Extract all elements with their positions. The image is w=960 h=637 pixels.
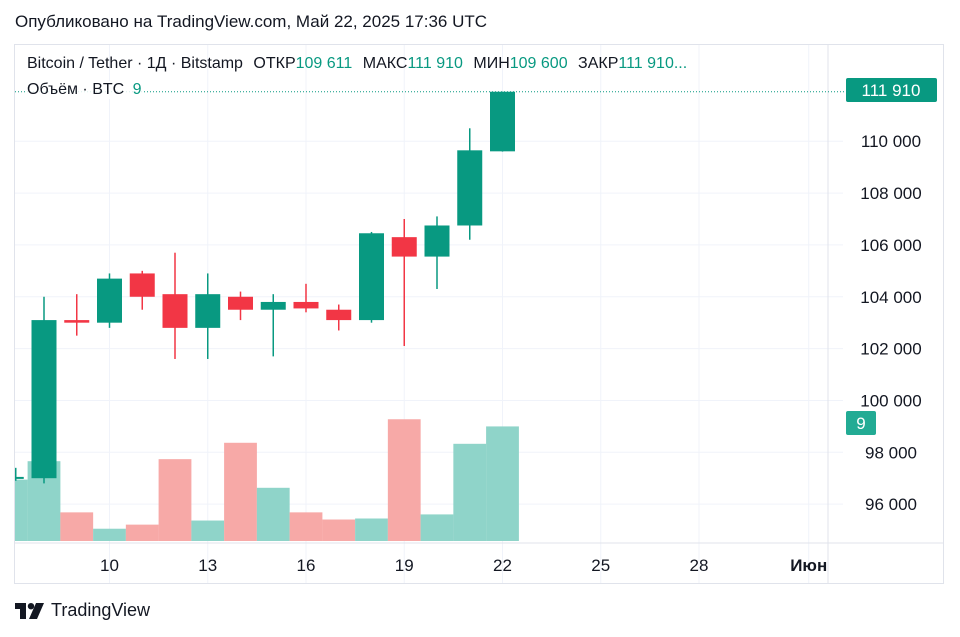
volume-bar xyxy=(125,524,159,541)
candle-body xyxy=(359,233,384,321)
volume-bar xyxy=(387,419,421,541)
candle xyxy=(15,467,24,481)
x-tick-label: 22 xyxy=(493,556,512,575)
open-label: ОТКР xyxy=(253,55,296,72)
price-badge: 111 910 xyxy=(846,78,937,102)
candle xyxy=(260,294,286,357)
candle xyxy=(228,291,253,321)
price-badge-text: 111 910 xyxy=(862,81,921,100)
high-label: МАКС xyxy=(362,55,408,72)
chart-frame[interactable] xyxy=(14,44,944,584)
candle xyxy=(359,231,384,323)
candle xyxy=(195,273,221,359)
volume-bar xyxy=(355,518,388,541)
x-tick-label: 10 xyxy=(100,556,119,575)
volume-bar xyxy=(289,512,323,541)
candle-body xyxy=(15,476,24,479)
volume-bar xyxy=(158,459,192,541)
candle-body xyxy=(326,309,352,321)
x-tick-label: 19 xyxy=(395,556,414,575)
y-tick-label: 104 000 xyxy=(860,288,921,307)
y-axis: 96 000 98 000 100 000 102 000 104 000 106 000… xyxy=(860,132,921,514)
volume-badge: 9 xyxy=(846,411,876,435)
volume-bar xyxy=(191,520,225,541)
volume-bar xyxy=(224,442,257,541)
y-tick-label: 102 000 xyxy=(860,340,921,359)
candle-body xyxy=(64,320,90,323)
volume-badge-text: 9 xyxy=(856,414,865,433)
candle xyxy=(326,304,352,331)
candle xyxy=(424,216,450,289)
y-tick-label: 96 000 xyxy=(865,495,917,514)
candle-body xyxy=(457,150,483,226)
candle xyxy=(97,273,122,328)
volume-value: 9 xyxy=(132,81,142,98)
candle-body xyxy=(260,301,286,310)
volume-legend: Объём · BTC 9 xyxy=(27,81,142,99)
candle-wick xyxy=(76,294,78,336)
y-tick-label: 108 000 xyxy=(860,184,921,203)
low-label: МИН xyxy=(473,55,510,72)
candle-body xyxy=(195,294,221,328)
symbol-name: Bitcoin / Tether · 1Д · Bitstamp xyxy=(27,55,243,72)
volume-bar xyxy=(15,479,28,541)
candle-wick xyxy=(15,467,17,481)
y-tick-label: 110 000 xyxy=(861,132,921,151)
x-tick-label: 13 xyxy=(198,556,217,575)
y-tick-label: 106 000 xyxy=(860,236,921,255)
candle-body xyxy=(31,320,57,479)
candle xyxy=(457,128,483,240)
close-label: ЗАКР xyxy=(578,55,619,72)
candle-body xyxy=(391,237,417,257)
volume-bar xyxy=(322,519,356,541)
candle-body xyxy=(97,278,122,323)
volume-bars xyxy=(15,419,519,541)
tradingview-logo-icon xyxy=(15,602,44,619)
candle xyxy=(391,219,417,347)
candle xyxy=(293,283,319,313)
candles xyxy=(15,91,515,484)
high-value: 111 910 xyxy=(407,55,463,72)
candle-body xyxy=(129,273,155,297)
volume-bar xyxy=(60,512,94,541)
candle xyxy=(490,91,515,152)
volume-bar xyxy=(453,443,487,541)
x-tick-label: Июн xyxy=(790,556,827,575)
x-tick-label: 28 xyxy=(690,556,709,575)
candle xyxy=(64,294,90,336)
volume-bar xyxy=(486,426,519,541)
candle xyxy=(129,270,155,310)
volume-bar xyxy=(256,487,290,541)
candle-body xyxy=(490,91,515,152)
candle-wick xyxy=(403,219,405,347)
open-value: 109 611 xyxy=(295,55,353,72)
close-value: 111 910... xyxy=(618,55,688,72)
candle xyxy=(31,296,57,484)
volume-bar xyxy=(93,528,126,541)
y-tick-label: 98 000 xyxy=(865,443,917,462)
x-axis: 10 13 16 19 22 25 28 Июн xyxy=(100,556,827,575)
x-tick-label: 16 xyxy=(297,556,316,575)
candle xyxy=(162,252,188,359)
candle-body xyxy=(162,294,188,328)
candle-body xyxy=(424,225,450,257)
candle-wick xyxy=(272,294,274,357)
candle-body xyxy=(228,296,253,310)
x-tick-label: 25 xyxy=(591,556,610,575)
candle-body xyxy=(293,301,319,309)
y-tick-label: 100 000 xyxy=(860,391,921,410)
volume-label: Объём · BTC xyxy=(27,81,125,98)
symbol-legend: Bitcoin / Tether · 1Д · Bitstamp ОТКР109… xyxy=(27,55,687,73)
candle-wick xyxy=(305,283,307,313)
brand-name: TradingView xyxy=(51,600,151,620)
tradingview-brand[interactable]: TradingView xyxy=(15,600,150,621)
low-value: 109 600 xyxy=(509,55,568,72)
volume-bar xyxy=(420,514,454,541)
published-note: Опубликовано на TradingView.com, Май 22,… xyxy=(15,12,488,31)
